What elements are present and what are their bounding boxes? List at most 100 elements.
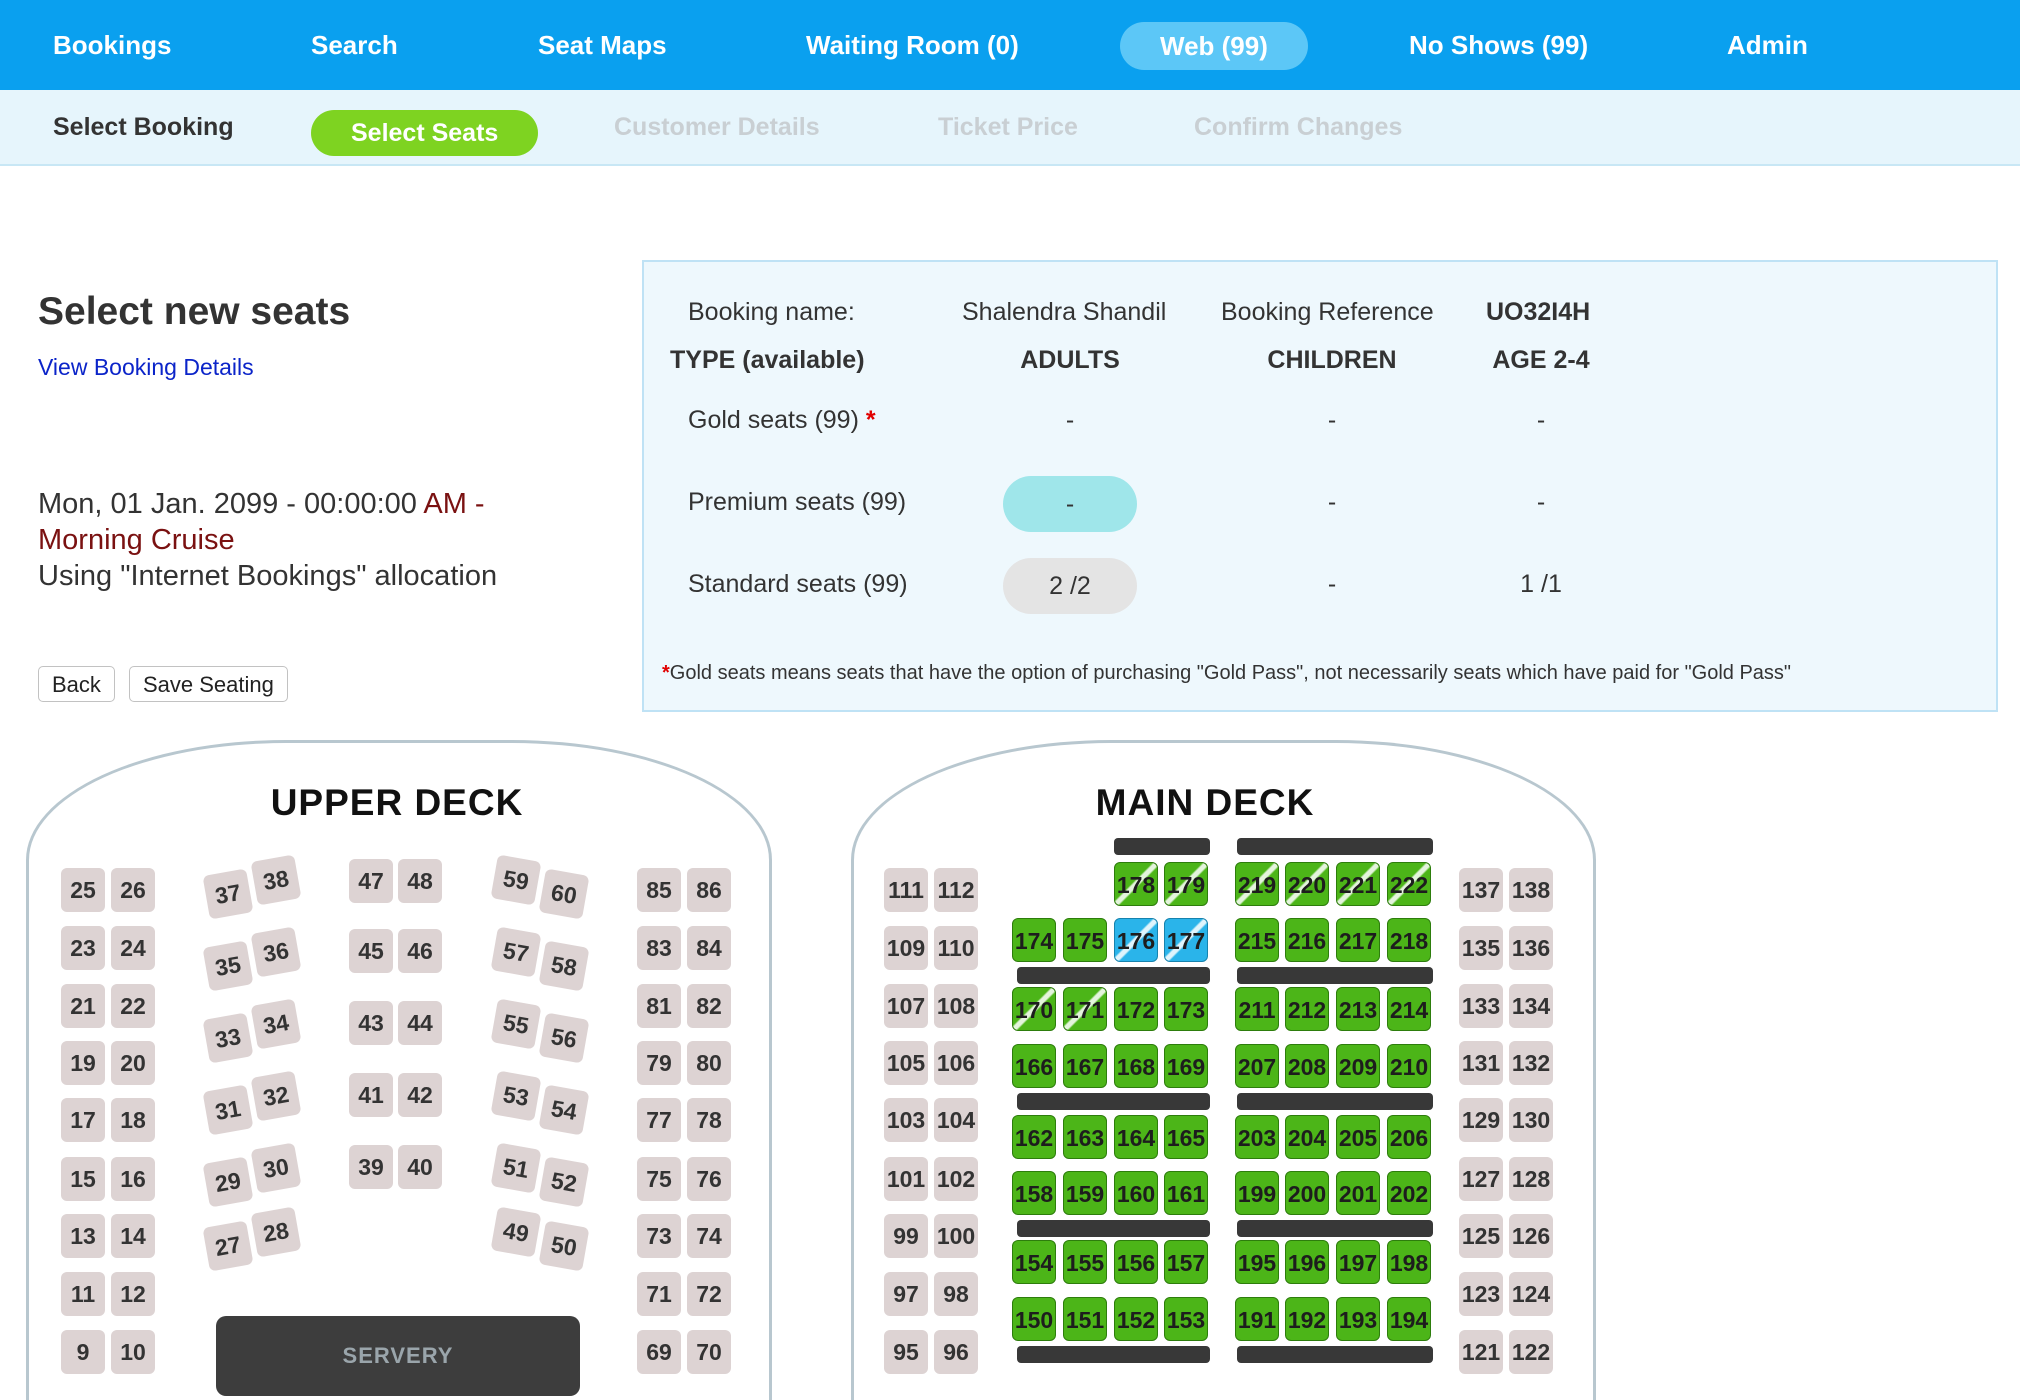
seat-84[interactable]: 84 bbox=[687, 926, 731, 970]
seat-77[interactable]: 77 bbox=[637, 1098, 681, 1142]
seat-165[interactable]: 165 bbox=[1164, 1115, 1208, 1159]
seat-33[interactable]: 33 bbox=[202, 1012, 254, 1064]
seat-159[interactable]: 159 bbox=[1063, 1171, 1107, 1215]
seat-175[interactable]: 175 bbox=[1063, 918, 1107, 962]
seat-99[interactable]: 99 bbox=[884, 1214, 928, 1258]
seat-100[interactable]: 100 bbox=[934, 1214, 978, 1258]
seat-197[interactable]: 197 bbox=[1336, 1240, 1380, 1284]
seat-70[interactable]: 70 bbox=[687, 1330, 731, 1374]
seat-60[interactable]: 60 bbox=[538, 868, 590, 920]
seat-56[interactable]: 56 bbox=[538, 1012, 590, 1064]
seat-213[interactable]: 213 bbox=[1336, 987, 1380, 1031]
seat-69[interactable]: 69 bbox=[637, 1330, 681, 1374]
seat-121[interactable]: 121 bbox=[1459, 1330, 1503, 1374]
seat-47[interactable]: 47 bbox=[349, 859, 393, 903]
seat-215[interactable]: 215 bbox=[1235, 918, 1279, 962]
seat-97[interactable]: 97 bbox=[884, 1272, 928, 1316]
seat-82[interactable]: 82 bbox=[687, 984, 731, 1028]
nav-no-shows[interactable]: No Shows (99) bbox=[1409, 30, 1589, 60]
seat-123[interactable]: 123 bbox=[1459, 1272, 1503, 1316]
seat-19[interactable]: 19 bbox=[61, 1041, 105, 1085]
seat-106[interactable]: 106 bbox=[934, 1041, 978, 1085]
seat-10[interactable]: 10 bbox=[111, 1330, 155, 1374]
seat-39[interactable]: 39 bbox=[349, 1145, 393, 1189]
seat-154[interactable]: 154 bbox=[1012, 1240, 1056, 1284]
seat-79[interactable]: 79 bbox=[637, 1041, 681, 1085]
seat-58[interactable]: 58 bbox=[538, 940, 590, 992]
seat-13[interactable]: 13 bbox=[61, 1214, 105, 1258]
seat-205[interactable]: 205 bbox=[1336, 1115, 1380, 1159]
nav-web[interactable]: Web (99) bbox=[1120, 22, 1308, 70]
seat-25[interactable]: 25 bbox=[61, 868, 105, 912]
seat-74[interactable]: 74 bbox=[687, 1214, 731, 1258]
standard-adults-pill[interactable]: 2 /2 bbox=[1003, 558, 1137, 614]
seat-195[interactable]: 195 bbox=[1235, 1240, 1279, 1284]
seat-217[interactable]: 217 bbox=[1336, 918, 1380, 962]
seat-202[interactable]: 202 bbox=[1387, 1171, 1431, 1215]
seat-191[interactable]: 191 bbox=[1235, 1297, 1279, 1341]
seat-153[interactable]: 153 bbox=[1164, 1297, 1208, 1341]
seat-201[interactable]: 201 bbox=[1336, 1171, 1380, 1215]
seat-166[interactable]: 166 bbox=[1012, 1044, 1056, 1088]
seat-105[interactable]: 105 bbox=[884, 1041, 928, 1085]
seat-218[interactable]: 218 bbox=[1387, 918, 1431, 962]
seat-196[interactable]: 196 bbox=[1285, 1240, 1329, 1284]
nav-search[interactable]: Search bbox=[311, 30, 398, 60]
seat-192[interactable]: 192 bbox=[1285, 1297, 1329, 1341]
seat-44[interactable]: 44 bbox=[398, 1001, 442, 1045]
seat-30[interactable]: 30 bbox=[250, 1142, 302, 1194]
nav-waiting-room[interactable]: Waiting Room (0) bbox=[806, 30, 1019, 60]
seat-212[interactable]: 212 bbox=[1285, 987, 1329, 1031]
seat-208[interactable]: 208 bbox=[1285, 1044, 1329, 1088]
seat-59[interactable]: 59 bbox=[490, 854, 542, 906]
seat-160[interactable]: 160 bbox=[1114, 1171, 1158, 1215]
seat-34[interactable]: 34 bbox=[250, 998, 302, 1050]
seat-194[interactable]: 194 bbox=[1387, 1297, 1431, 1341]
seat-174[interactable]: 174 bbox=[1012, 918, 1056, 962]
seat-107[interactable]: 107 bbox=[884, 984, 928, 1028]
seat-23[interactable]: 23 bbox=[61, 926, 105, 970]
seat-169[interactable]: 169 bbox=[1164, 1044, 1208, 1088]
seat-137[interactable]: 137 bbox=[1459, 868, 1503, 912]
seat-128[interactable]: 128 bbox=[1509, 1157, 1553, 1201]
seat-133[interactable]: 133 bbox=[1459, 984, 1503, 1028]
seat-27[interactable]: 27 bbox=[202, 1220, 254, 1272]
seat-40[interactable]: 40 bbox=[398, 1145, 442, 1189]
seat-49[interactable]: 49 bbox=[490, 1206, 542, 1258]
seat-72[interactable]: 72 bbox=[687, 1272, 731, 1316]
seat-96[interactable]: 96 bbox=[934, 1330, 978, 1374]
seat-15[interactable]: 15 bbox=[61, 1157, 105, 1201]
seat-211[interactable]: 211 bbox=[1235, 987, 1279, 1031]
seat-83[interactable]: 83 bbox=[637, 926, 681, 970]
seat-45[interactable]: 45 bbox=[349, 929, 393, 973]
seat-200[interactable]: 200 bbox=[1285, 1171, 1329, 1215]
seat-76[interactable]: 76 bbox=[687, 1157, 731, 1201]
step-select-seats[interactable]: Select Seats bbox=[311, 110, 539, 156]
seat-136[interactable]: 136 bbox=[1509, 926, 1553, 970]
seat-209[interactable]: 209 bbox=[1336, 1044, 1380, 1088]
save-seating-button[interactable]: Save Seating bbox=[129, 666, 288, 702]
seat-126[interactable]: 126 bbox=[1509, 1214, 1553, 1258]
seat-81[interactable]: 81 bbox=[637, 984, 681, 1028]
seat-155[interactable]: 155 bbox=[1063, 1240, 1107, 1284]
seat-38[interactable]: 38 bbox=[250, 854, 302, 906]
seat-171[interactable]: 171 bbox=[1063, 987, 1107, 1031]
seat-78[interactable]: 78 bbox=[687, 1098, 731, 1142]
seat-18[interactable]: 18 bbox=[111, 1098, 155, 1142]
seat-11[interactable]: 11 bbox=[61, 1272, 105, 1316]
seat-112[interactable]: 112 bbox=[934, 868, 978, 912]
seat-108[interactable]: 108 bbox=[934, 984, 978, 1028]
seat-48[interactable]: 48 bbox=[398, 859, 442, 903]
seat-179[interactable]: 179 bbox=[1164, 862, 1208, 906]
seat-80[interactable]: 80 bbox=[687, 1041, 731, 1085]
seat-130[interactable]: 130 bbox=[1509, 1098, 1553, 1142]
nav-seat-maps[interactable]: Seat Maps bbox=[538, 30, 667, 60]
seat-204[interactable]: 204 bbox=[1285, 1115, 1329, 1159]
seat-122[interactable]: 122 bbox=[1509, 1330, 1553, 1374]
seat-193[interactable]: 193 bbox=[1336, 1297, 1380, 1341]
seat-173[interactable]: 173 bbox=[1164, 987, 1208, 1031]
seat-168[interactable]: 168 bbox=[1114, 1044, 1158, 1088]
seat-37[interactable]: 37 bbox=[202, 868, 254, 920]
seat-95[interactable]: 95 bbox=[884, 1330, 928, 1374]
seat-73[interactable]: 73 bbox=[637, 1214, 681, 1258]
